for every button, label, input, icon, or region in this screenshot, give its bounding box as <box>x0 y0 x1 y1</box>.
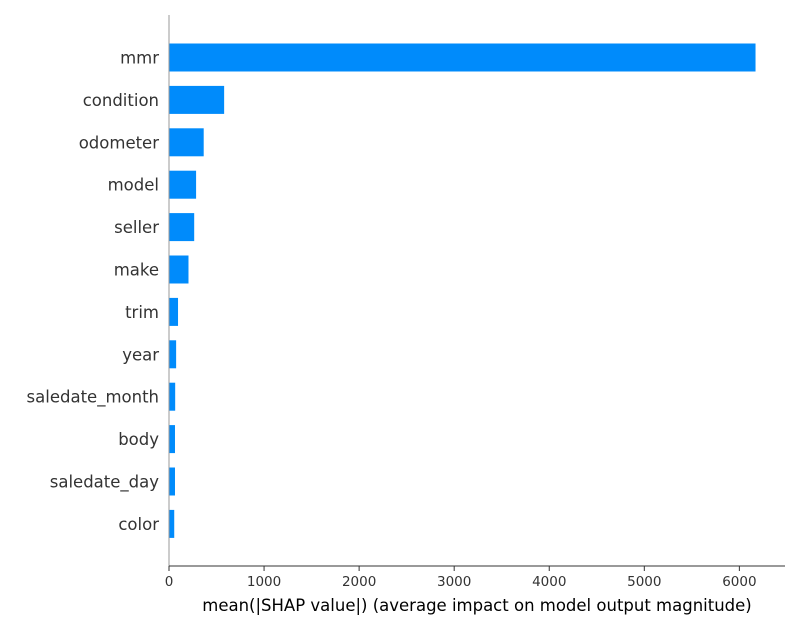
bar-saledate-month <box>169 382 176 411</box>
bar-condition <box>169 85 225 114</box>
category-label-saledate-day: saledate_day <box>50 473 159 493</box>
category-label-seller: seller <box>114 218 159 237</box>
x-tick-label-3000: 3000 <box>437 574 471 590</box>
bar-make <box>169 255 189 284</box>
category-label-color: color <box>118 515 159 534</box>
bar-mmr <box>169 43 756 72</box>
bar-saledate-day <box>169 467 175 496</box>
bars-group <box>169 43 756 538</box>
category-label-make: make <box>114 261 159 280</box>
bar-body <box>169 425 175 454</box>
category-label-model: model <box>108 176 159 195</box>
category-label-body: body <box>118 430 159 449</box>
x-tick-label-6000: 6000 <box>722 574 756 590</box>
category-labels: mmr condition odometer model seller make trim y… <box>27 49 160 534</box>
bar-odometer <box>169 128 204 157</box>
bar-color <box>169 509 175 538</box>
category-label-odometer: odometer <box>79 133 160 152</box>
x-axis-ticks: 0 1000 2000 3000 4000 5000 6000 <box>165 566 757 590</box>
bar-year <box>169 340 177 369</box>
x-tick-label-1000: 1000 <box>247 574 281 590</box>
category-label-mmr: mmr <box>120 49 159 68</box>
category-label-condition: condition <box>83 91 159 110</box>
x-tick-label-2000: 2000 <box>342 574 376 590</box>
category-label-saledate-month: saledate_month <box>27 388 159 408</box>
bar-model <box>169 170 197 199</box>
category-label-trim: trim <box>125 303 159 322</box>
bar-trim <box>169 297 179 326</box>
x-tick-label-5000: 5000 <box>627 574 661 590</box>
category-label-year: year <box>122 345 159 364</box>
x-tick-label-0: 0 <box>165 574 174 590</box>
x-axis-title: mean(|SHAP value|) (average impact on mo… <box>202 596 752 615</box>
bar-seller <box>169 213 195 242</box>
x-tick-label-4000: 4000 <box>532 574 566 590</box>
